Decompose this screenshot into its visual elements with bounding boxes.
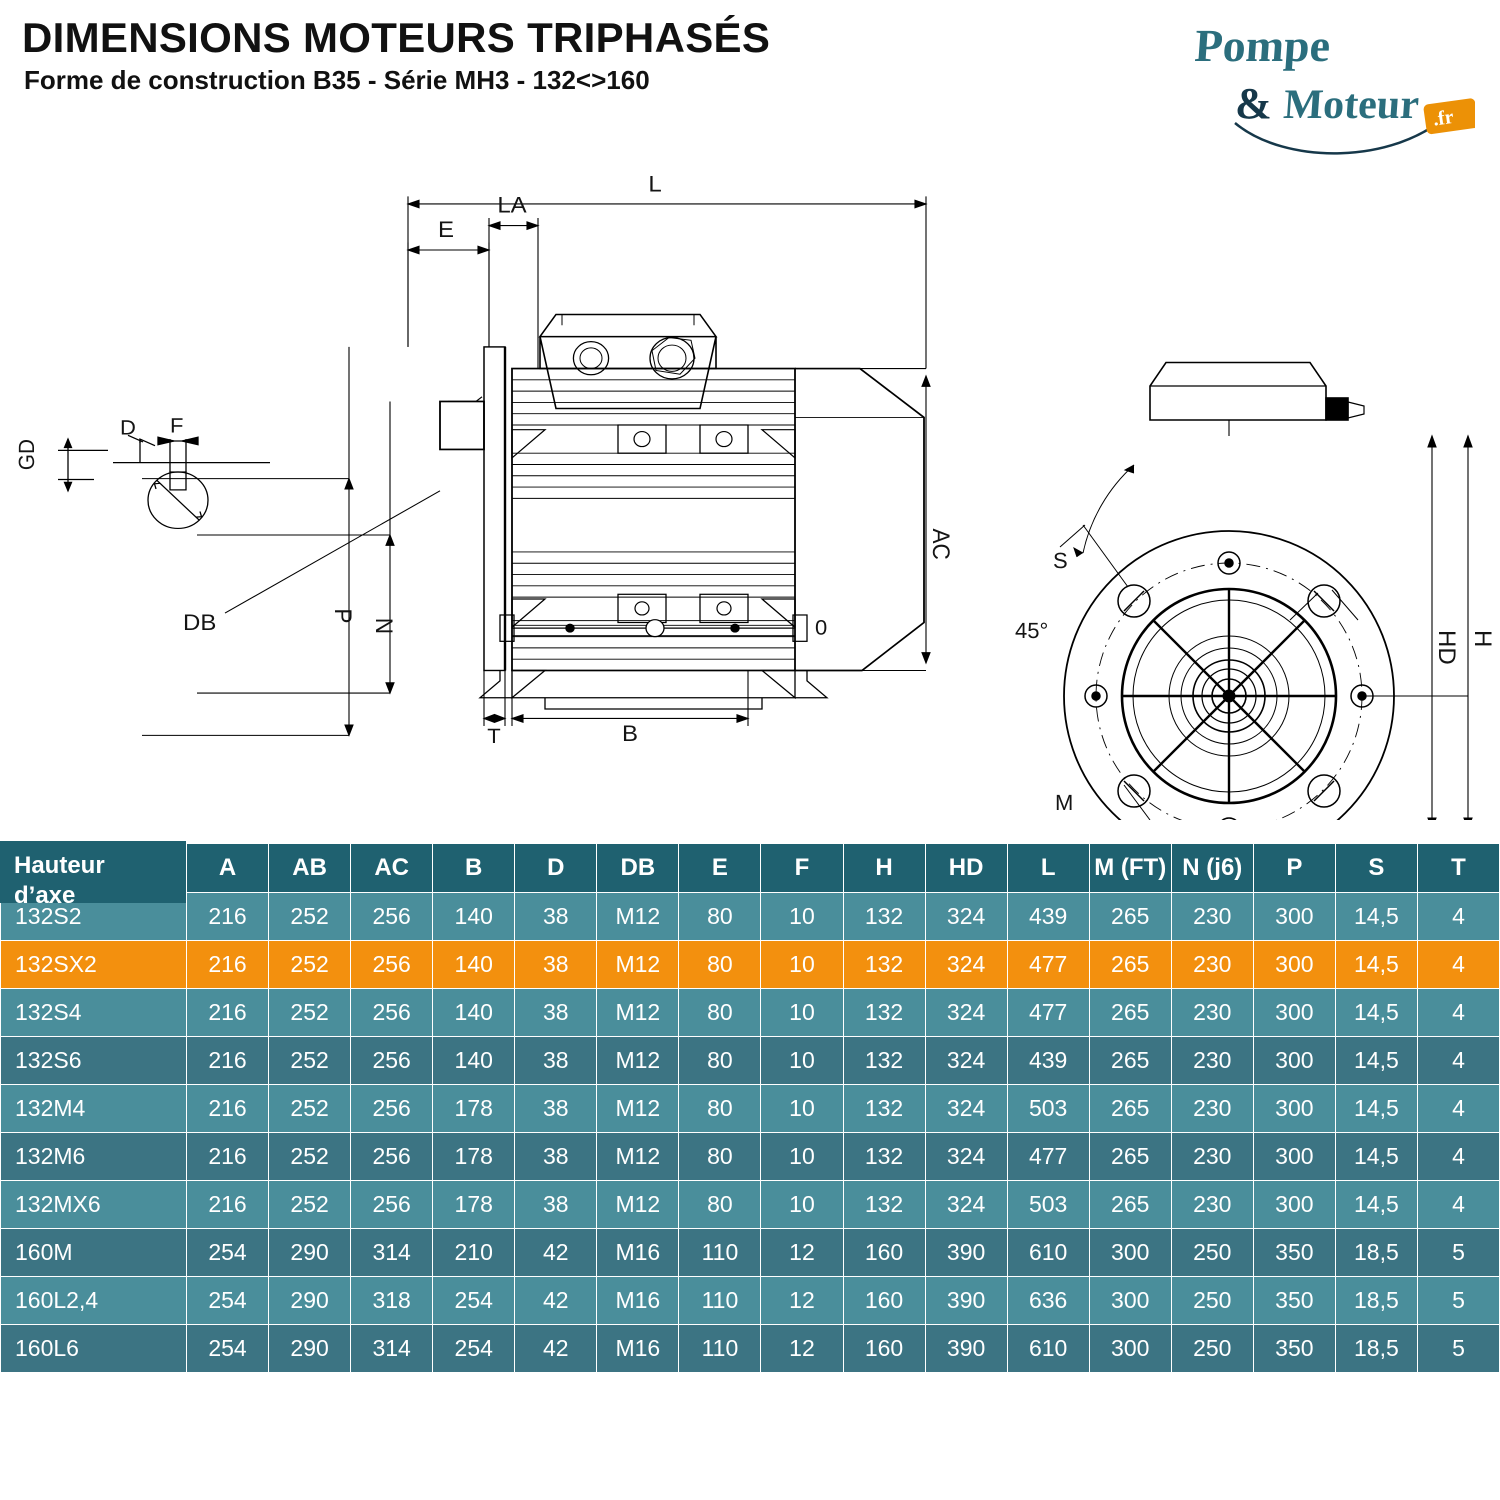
svg-text:F: F: [170, 414, 183, 438]
svg-text:S: S: [1053, 548, 1068, 573]
svg-text:&: &: [1235, 79, 1272, 128]
svg-text:LA: LA: [497, 193, 526, 218]
svg-text:H: H: [1469, 630, 1496, 647]
svg-text:N: N: [370, 618, 397, 634]
svg-text:P: P: [329, 608, 356, 623]
svg-text:Pompe: Pompe: [1195, 20, 1332, 71]
svg-text:M: M: [1055, 790, 1073, 815]
svg-text:Moteur: Moteur: [1282, 82, 1420, 128]
svg-text:AC: AC: [927, 528, 954, 559]
svg-text:45°: 45°: [1015, 618, 1048, 643]
svg-text:E: E: [438, 217, 454, 242]
svg-text:T: T: [487, 724, 500, 748]
svg-text:DB: DB: [183, 610, 216, 635]
svg-text:HD: HD: [1433, 630, 1460, 665]
svg-text:D: D: [120, 416, 136, 440]
svg-text:.fr: .fr: [1432, 106, 1456, 131]
svg-text:0: 0: [815, 616, 827, 640]
svg-text:GD: GD: [14, 439, 39, 470]
svg-text:L: L: [648, 172, 661, 197]
svg-text:B: B: [622, 721, 638, 746]
